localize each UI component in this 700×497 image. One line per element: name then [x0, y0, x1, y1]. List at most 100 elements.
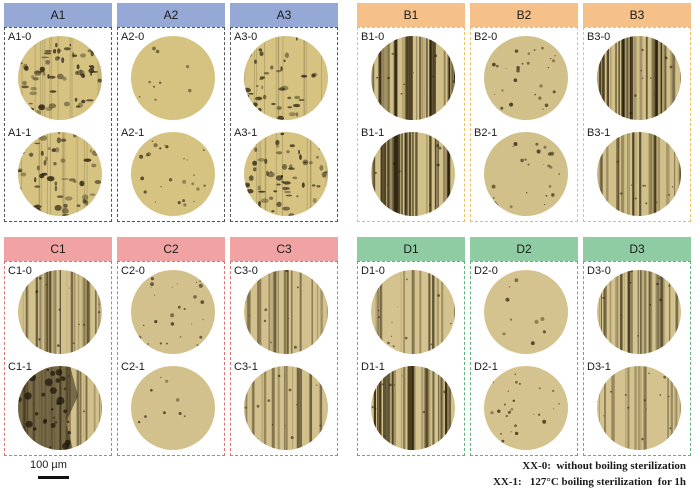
- micrograph-texture: [18, 36, 102, 120]
- sample-label: B2-0: [473, 31, 499, 43]
- sample-header: A2: [117, 3, 225, 27]
- scale-bar: [38, 476, 69, 479]
- sample-label: C3-1: [233, 361, 259, 373]
- micrograph-disc: [244, 270, 328, 354]
- micrograph-disc: [484, 36, 568, 120]
- micrograph-texture: [244, 270, 328, 354]
- sample-label: C1-1: [7, 361, 33, 373]
- sample-label: D2-1: [473, 361, 499, 373]
- sample-panel: D3-0 D3-1: [583, 261, 691, 456]
- micrograph-disc: [18, 36, 102, 120]
- micrograph-texture: [597, 36, 681, 120]
- sample-label: C2-0: [120, 265, 146, 277]
- micrograph-texture: [491, 142, 560, 209]
- sample-panel: A1-0 A1-1: [4, 27, 112, 222]
- micrograph-texture: [18, 366, 102, 450]
- sample-panel: A2-0 A2-1: [117, 27, 225, 222]
- micrograph-texture: [244, 36, 328, 120]
- sample-label: D3-1: [586, 361, 612, 373]
- sample-header: B3: [583, 3, 691, 27]
- micrograph-texture: [244, 132, 328, 216]
- micrograph-texture: [599, 270, 679, 354]
- sample-label: A3-1: [233, 127, 259, 139]
- sample-header: D3: [583, 237, 691, 261]
- sample-panel: D1-0 D1-1: [357, 261, 465, 456]
- micrograph-disc: [484, 270, 568, 354]
- micrograph-disc: [597, 270, 681, 354]
- micrograph-disc: [484, 366, 568, 450]
- micrograph-disc: [244, 36, 328, 120]
- micrograph-cell: A1-0: [5, 28, 111, 124]
- sample-label: A2-0: [120, 31, 146, 43]
- micrograph-cell: B2-1: [471, 124, 577, 220]
- micrograph-disc: [18, 366, 102, 450]
- sample-header: A3: [230, 3, 338, 27]
- micrograph-cell: D1-1: [358, 358, 464, 454]
- sample-header: A1: [4, 3, 112, 27]
- sample-label: D1-0: [360, 265, 386, 277]
- sample-label: D1-1: [360, 361, 386, 373]
- micrograph-texture: [502, 278, 546, 346]
- sample-label: A2-1: [120, 127, 146, 139]
- micrograph-cell: D2-0: [471, 262, 577, 358]
- micrograph-cell: A2-0: [118, 28, 224, 124]
- micrograph-disc: [371, 36, 455, 120]
- micrograph-texture: [139, 140, 206, 207]
- micrograph-disc: [131, 366, 215, 450]
- legend-line-2: XX-1: 127°C boiling sterilization for 1h: [492, 476, 686, 488]
- micrograph-cell: A2-1: [118, 124, 224, 220]
- micrograph-cell: D3-1: [584, 358, 690, 454]
- sample-header: C3: [230, 237, 338, 261]
- sample-panel: C3-0 C3-1: [230, 261, 338, 456]
- micrograph-texture: [371, 366, 454, 450]
- micrograph-cell: A3-1: [231, 124, 337, 220]
- sample-panel: C2-0 C2-1: [117, 261, 225, 456]
- micrograph-disc: [371, 366, 455, 450]
- sample-panel: D2-0 D2-1: [470, 261, 578, 456]
- micrograph-texture: [371, 132, 451, 216]
- micrograph-disc: [371, 270, 455, 354]
- micrograph-texture: [22, 270, 101, 354]
- micrograph-cell: A3-0: [231, 28, 337, 124]
- micrograph-cell: C2-0: [118, 262, 224, 358]
- sample-header: B2: [470, 3, 578, 27]
- micrograph-disc: [597, 132, 681, 216]
- micrograph-disc: [18, 270, 102, 354]
- micrograph-disc: [244, 366, 328, 450]
- sample-label: B2-1: [473, 127, 499, 139]
- sample-label: D2-0: [473, 265, 499, 277]
- sample-header: C1: [4, 237, 112, 261]
- micrograph-cell: D1-0: [358, 262, 464, 358]
- sample-header: D1: [357, 237, 465, 261]
- micrograph-disc: [244, 132, 328, 216]
- micrograph-texture: [492, 46, 556, 110]
- sample-panel: A3-0 A3-1: [230, 27, 338, 222]
- micrograph-cell: C1-1: [5, 358, 111, 454]
- micrograph-disc: [131, 270, 215, 354]
- micrograph-disc: [597, 36, 681, 120]
- legend-line-1: XX-0: without boiling sterilization: [522, 460, 686, 472]
- micrograph-texture: [598, 132, 681, 216]
- micrograph-cell: B2-0: [471, 28, 577, 124]
- micrograph-cell: B3-1: [584, 124, 690, 220]
- micrograph-cell: D3-0: [584, 262, 690, 358]
- sample-label: C3-0: [233, 265, 259, 277]
- micrograph-disc: [371, 132, 455, 216]
- sample-panel: B3-0 B3-1: [583, 27, 691, 222]
- sample-label: D3-0: [586, 265, 612, 277]
- sample-header: B1: [357, 3, 465, 27]
- micrograph-disc: [131, 36, 215, 120]
- micrograph-disc: [131, 132, 215, 216]
- micrograph-cell: C2-1: [118, 358, 224, 454]
- scale-bar-label: 100 µm: [30, 459, 67, 471]
- micrograph-texture: [490, 373, 560, 443]
- sample-panel: C1-0 C1-1: [4, 261, 112, 456]
- sample-label: B3-0: [586, 31, 612, 43]
- micrograph-cell: C1-0: [5, 262, 111, 358]
- micrograph-disc: [18, 132, 102, 216]
- sample-label: B1-1: [360, 127, 386, 139]
- sample-panel: B1-0 B1-1: [357, 27, 465, 222]
- sample-label: B3-1: [586, 127, 612, 139]
- micrograph-cell: A1-1: [5, 124, 111, 220]
- micrograph-cell: B3-0: [584, 28, 690, 124]
